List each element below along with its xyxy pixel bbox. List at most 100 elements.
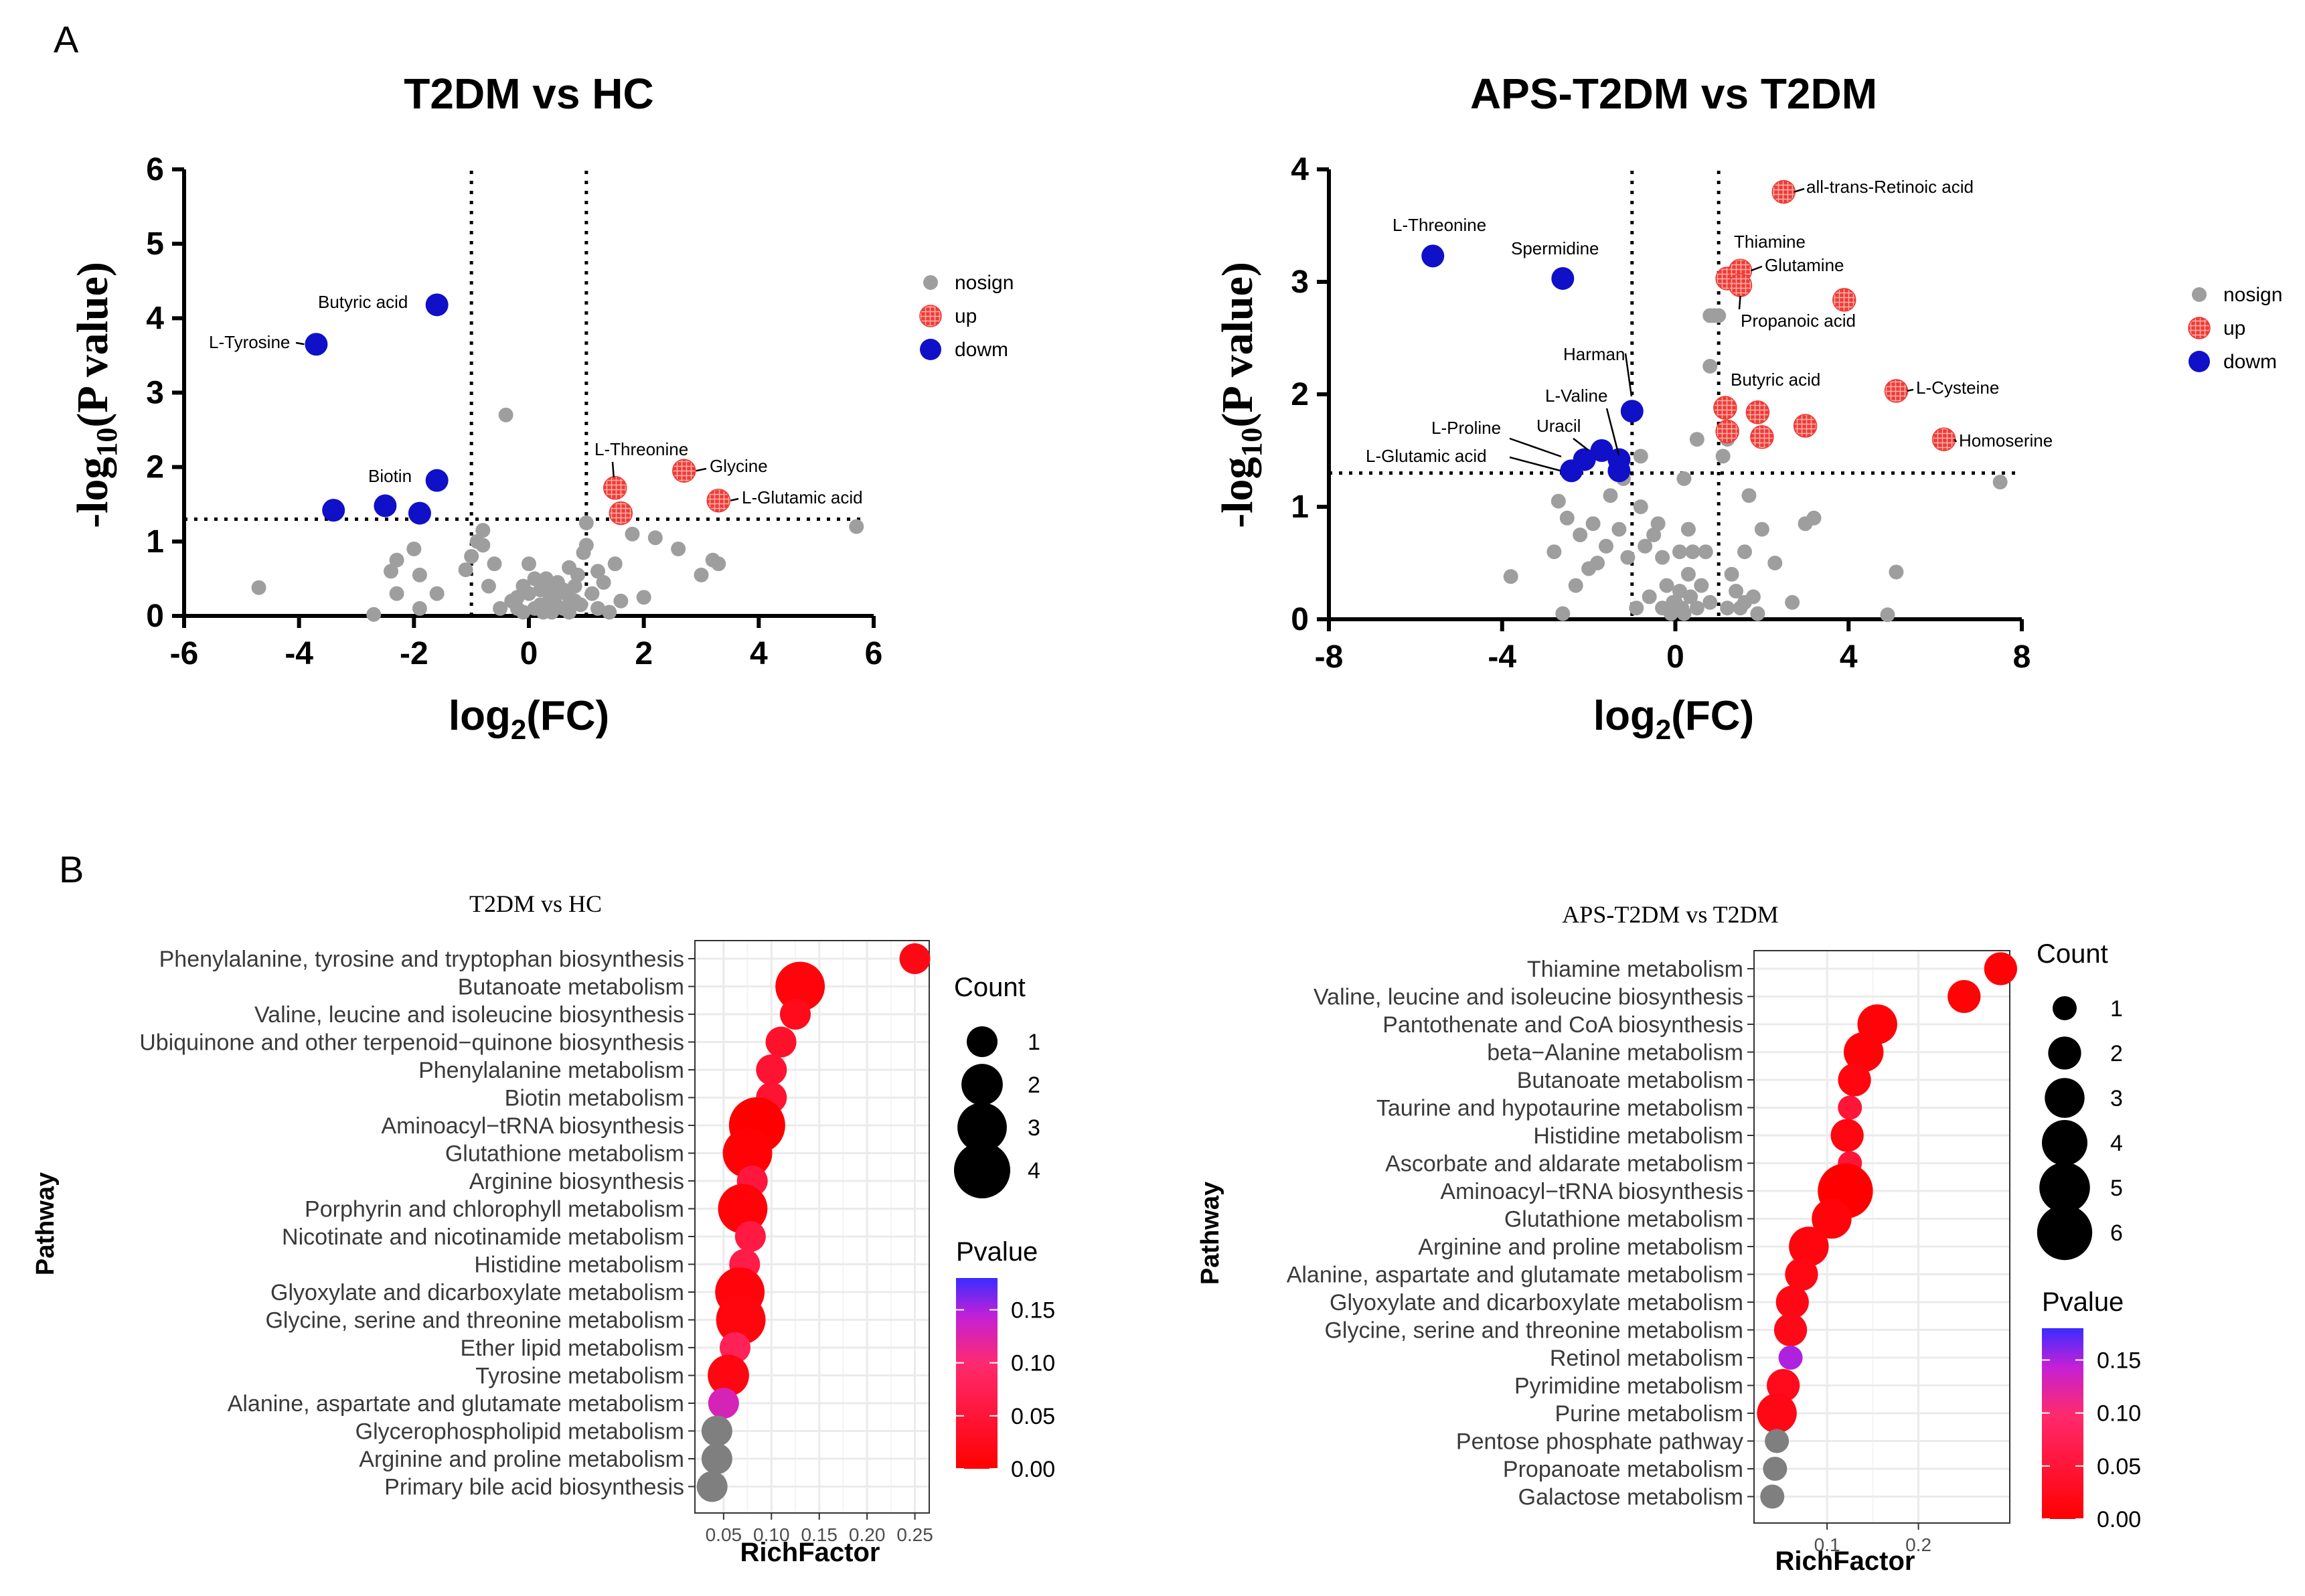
y-tick-label: 1: [1291, 489, 1309, 525]
count-legend-title: Count: [954, 973, 1026, 1002]
down-point: [425, 293, 449, 317]
pathway-label: Phenylalanine, tyrosine and tryptophan b…: [159, 947, 684, 972]
point-label: Propanoic acid: [1741, 311, 1856, 331]
pvalue-legend-label: 0.05: [2097, 1454, 2141, 1480]
legend-down-marker: [920, 339, 941, 360]
pathway-bubble: [1838, 1095, 1862, 1120]
pvalue-legend-label: 0.00: [1011, 1457, 1055, 1482]
x-axis-label: RichFactor: [1775, 1546, 1915, 1576]
up-point: [1884, 379, 1909, 403]
pathway-label: Glycerophospholipid metabolism: [355, 1419, 684, 1445]
nosign-point: [538, 582, 554, 598]
pathway-label: Primary bile acid biosynthesis: [384, 1475, 684, 1500]
pathway-bubble: [1844, 1032, 1884, 1072]
pathway-bubble: [1763, 1457, 1787, 1481]
svg-text:-log10(P value): -log10(P value): [68, 262, 123, 528]
up-point: [603, 476, 627, 500]
count-legend-marker: [2042, 1120, 2087, 1166]
y-axis-label: Pathway: [31, 1172, 60, 1275]
pathway-label: Valine, leucine and isoleucine biosynthe…: [1314, 985, 1743, 1010]
pathway-bubble: [734, 1221, 766, 1252]
nosign-point: [1741, 488, 1757, 503]
pathway-label: Aminoacyl−tRNA biosynthesis: [1440, 1179, 1743, 1204]
legend-down-label: dowm: [2223, 351, 2277, 373]
nosign-point: [1694, 578, 1709, 593]
nosign-point: [366, 607, 382, 622]
nosign-point: [613, 593, 629, 609]
nosign-point: [1698, 544, 1713, 560]
count-legend-label: 2: [1028, 1072, 1040, 1098]
nosign-point: [493, 601, 508, 616]
pathway-bubble: [1984, 952, 2017, 985]
pathway-label: Arginine biosynthesis: [469, 1169, 684, 1194]
enrichment-plot-t2dm-vs-hc: T2DM vs HC Pathway RichFactor Phenylalan…: [31, 890, 1055, 1567]
label-leader-line: [1738, 295, 1741, 310]
down-point: [1551, 266, 1575, 290]
legend-up-label: up: [955, 305, 977, 327]
x-tick-label: -4: [285, 636, 313, 671]
nosign-point: [1620, 550, 1636, 565]
nosign-point: [522, 556, 536, 572]
x-tick-label: 0.05: [706, 1524, 742, 1545]
label-leader-line: [696, 467, 707, 472]
legend-nosign-marker: [923, 275, 938, 290]
pathway-label: Phenylalanine metabolism: [418, 1058, 684, 1083]
pathway-label: Retinol metabolism: [1550, 1346, 1743, 1371]
count-legend-marker: [957, 1103, 1007, 1152]
nosign-point: [1568, 578, 1583, 593]
nosign-point: [536, 605, 551, 620]
y-tick-label: 5: [146, 226, 164, 262]
plot-border: [1753, 950, 2010, 1524]
nosign-point: [1680, 522, 1696, 537]
up-point: [609, 501, 633, 526]
nosign-point: [570, 567, 585, 582]
pathway-label: Glutathione metabolism: [445, 1141, 684, 1167]
panel-b-letter: B: [59, 848, 84, 890]
nosign-point: [849, 519, 864, 534]
nosign-point: [1655, 550, 1670, 565]
down-point: [408, 501, 431, 525]
x-tick-label: 0: [520, 636, 538, 671]
nosign-point: [389, 586, 404, 601]
label-leader-line: [730, 497, 739, 501]
nosign-point: [527, 571, 542, 586]
nosign-point: [578, 538, 594, 553]
pathway-bubble: [696, 1471, 728, 1502]
point-label: Homoserine: [1959, 430, 2053, 451]
x-tick-label: 0.25: [896, 1524, 933, 1545]
up-point: [1745, 400, 1770, 424]
pathway-bubble: [765, 1026, 797, 1058]
nosign-point: [1715, 449, 1731, 464]
x-tick-label: -4: [1488, 639, 1516, 675]
pathway-bubble: [722, 1128, 773, 1178]
point-label: L-Glutamic acid: [1366, 446, 1487, 466]
up-point: [1713, 396, 1737, 420]
chart-title: APS-T2DM vs T2DM: [1470, 70, 1877, 118]
nosign-point: [1889, 564, 1904, 580]
nosign-point: [567, 593, 582, 609]
pathway-bubble: [1948, 979, 1981, 1014]
up-point: [1832, 288, 1856, 312]
down-point: [1620, 400, 1644, 423]
x-tick-label: 0.1: [1814, 1534, 1840, 1555]
pvalue-legend-title: Pvalue: [2042, 1287, 2124, 1317]
pvalue-legend-label: 0.05: [1011, 1404, 1055, 1429]
nosign-point: [711, 556, 726, 572]
label-leader-line: [1751, 265, 1763, 272]
svg-text:log2(FC): log2(FC): [1593, 693, 1754, 745]
nosign-point: [547, 594, 562, 610]
count-legend-label: 4: [1028, 1158, 1040, 1184]
point-label: Thiamine: [1734, 232, 1806, 252]
nosign-point: [384, 564, 398, 579]
legend-up-label: up: [2223, 317, 2245, 339]
svg-text:log2(FC): log2(FC): [449, 693, 609, 745]
pathway-label: Ether lipid metabolism: [461, 1336, 684, 1361]
x-axis-label: log2(FC): [449, 693, 609, 745]
nosign-point: [1603, 488, 1618, 503]
nosign-point: [1664, 606, 1679, 621]
nosign-point: [596, 574, 611, 590]
nosign-point: [1680, 566, 1696, 582]
nosign-point: [406, 541, 422, 556]
down-point: [374, 494, 397, 517]
legend-up-marker: [2188, 317, 2211, 339]
